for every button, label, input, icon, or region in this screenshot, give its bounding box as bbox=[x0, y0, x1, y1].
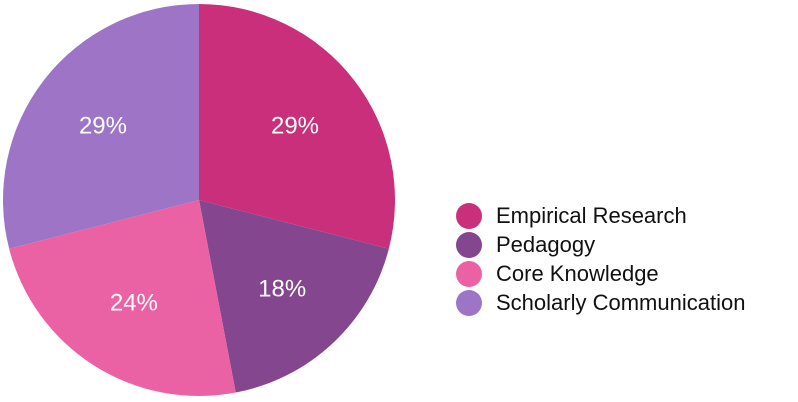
pie-chart: 29% 18% 24% 29% bbox=[2, 4, 395, 396]
slice-label-core-knowledge: 24% bbox=[110, 290, 158, 317]
legend-item-empirical-research: Empirical Research bbox=[456, 201, 745, 230]
legend-item-scholarly-communication: Scholarly Communication bbox=[456, 288, 745, 317]
legend-swatch bbox=[456, 202, 482, 229]
legend-swatch bbox=[456, 260, 482, 287]
slice-label-scholarly-communication: 29% bbox=[79, 113, 127, 140]
legend-label: Scholarly Communication bbox=[496, 289, 746, 315]
pie-slice-core-knowledge bbox=[9, 200, 236, 396]
pie-slice-scholarly-communication bbox=[2, 4, 200, 249]
slice-label-pedagogy: 18% bbox=[258, 276, 306, 303]
legend-swatch bbox=[456, 289, 482, 316]
slice-label-empirical-research: 29% bbox=[271, 113, 319, 140]
legend-item-core-knowledge: Core Knowledge bbox=[456, 259, 745, 288]
legend-label: Pedagogy bbox=[496, 231, 596, 257]
pie-slice-pedagogy bbox=[199, 200, 389, 393]
legend-label: Empirical Research bbox=[496, 202, 687, 228]
legend-item-pedagogy: Pedagogy bbox=[456, 230, 745, 259]
legend-label: Core Knowledge bbox=[496, 260, 659, 286]
chart-legend: Empirical Research Pedagogy Core Knowled… bbox=[456, 201, 745, 317]
legend-swatch bbox=[456, 231, 482, 258]
pie-slice-empirical-research bbox=[199, 4, 395, 249]
